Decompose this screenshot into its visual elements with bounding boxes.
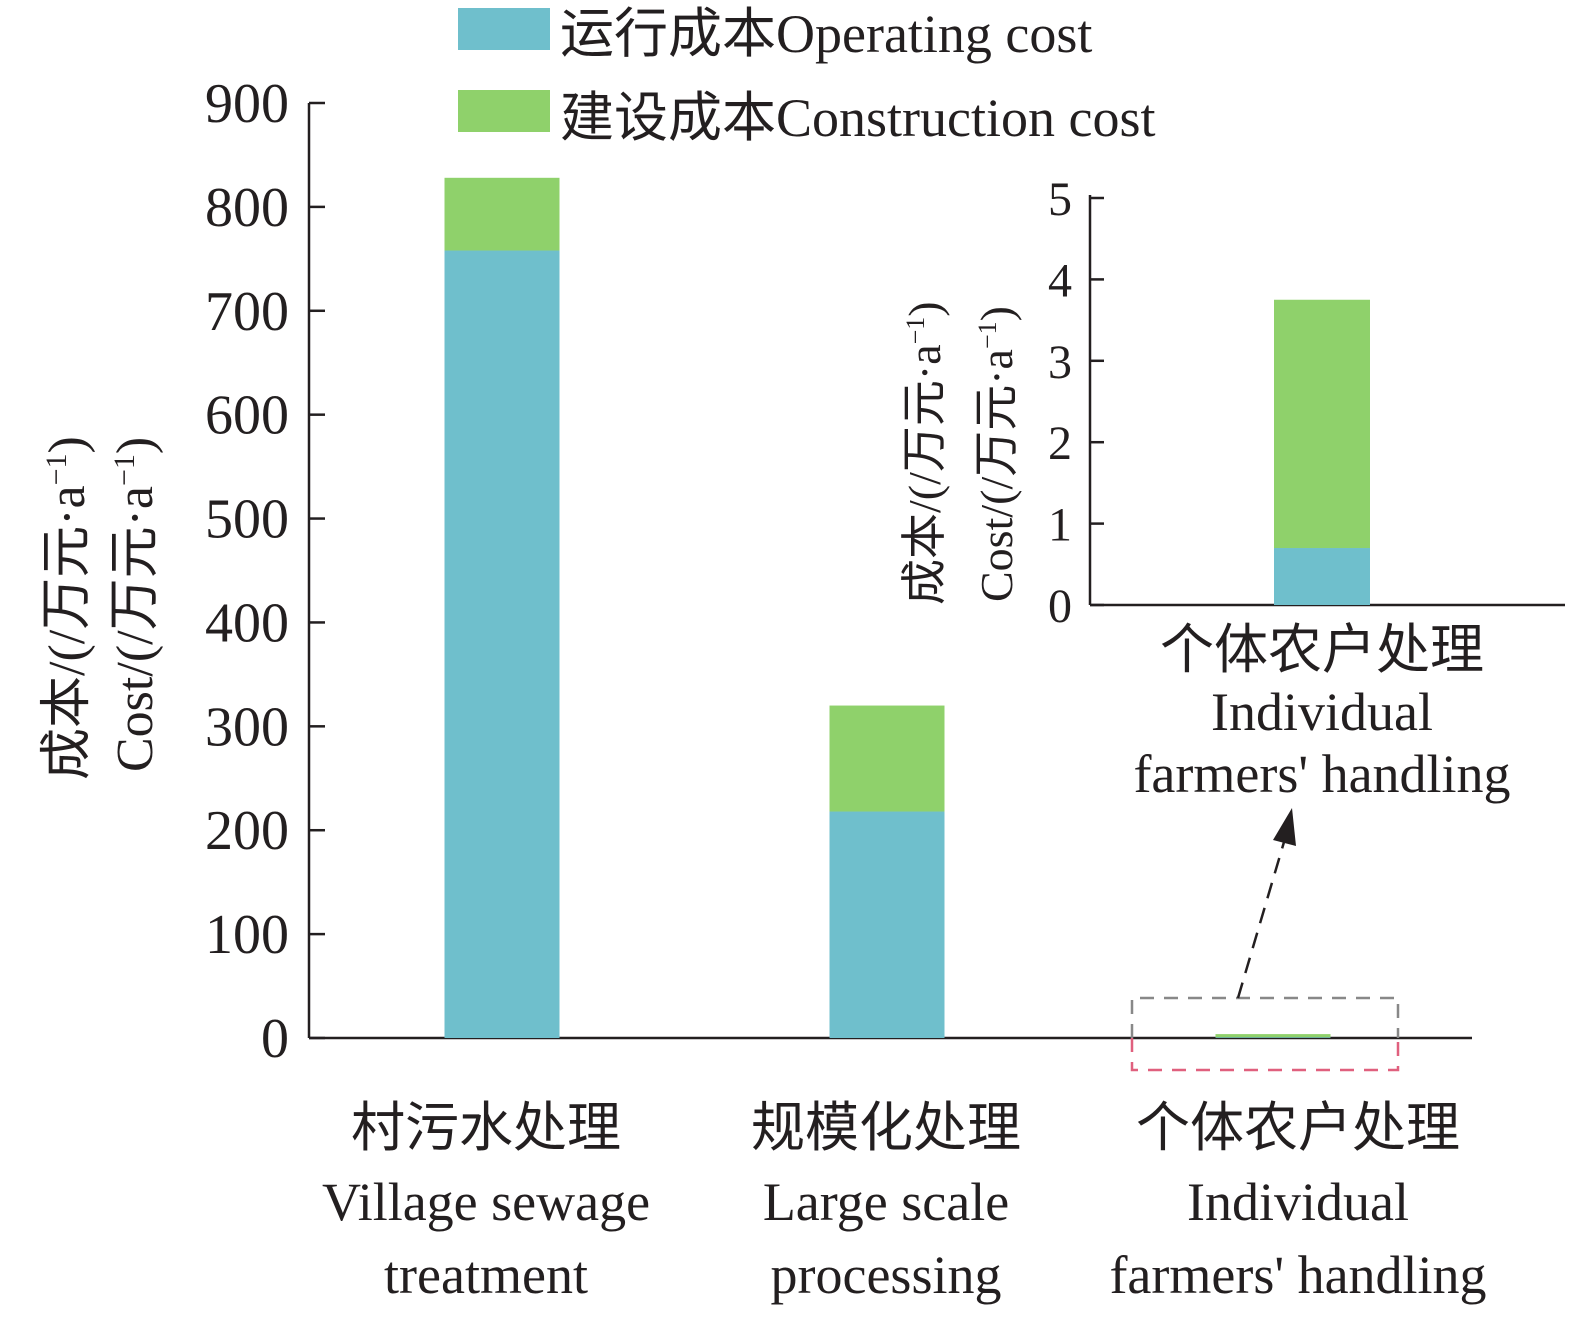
main-bars [444,177,1331,1038]
legend: 运行成本Operating cost 建设成本Construction cost [458,4,1155,148]
y-axis-title: 成本/(/万元·a−1) Cost/(/万元·a−1) [39,436,164,780]
legend-label-construction: 建设成本Construction cost [560,88,1155,148]
zoom-highlight [1130,808,1400,1072]
y-tick-label-800: 800 [205,177,289,239]
category-label-1-en-2: processing [771,1245,1002,1305]
bar-1-series-1 [829,705,945,812]
inset-y-axis-ticks: 0 1 2 3 4 5 [1048,173,1104,633]
inset-bars [1274,299,1370,605]
bar-1-series-0 [829,811,945,1038]
inset-y-axis-title-zh: 成本/(/万元·a−1) [899,301,950,605]
inset-category-label-en-1: Individual [1211,682,1433,742]
inset-y-tick-label-2: 2 [1048,417,1072,470]
zoom-box-upper [1130,996,1400,1038]
y-tick-label-100: 100 [205,904,289,966]
legend-swatch-construction [458,90,550,132]
inset-y-tick-label-5: 5 [1048,173,1072,226]
legend-swatch-operating [458,8,550,50]
inset-bar-0-series-1 [1274,299,1370,549]
inset-category-label-en-2: farmers' handling [1133,744,1510,804]
y-tick-label-600: 600 [205,385,289,447]
inset-y-tick-label-1: 1 [1048,499,1072,552]
y-axis-title-zh: 成本/(/万元·a−1) [39,436,96,780]
y-tick-label-200: 200 [205,800,289,862]
inset-bar-0-series-0 [1274,548,1370,605]
y-axis-title-en: Cost/(/万元·a−1) [107,437,164,772]
y-tick-label-900: 900 [205,73,289,135]
y-tick-label-300: 300 [205,696,289,758]
bar-0-series-1 [444,177,560,251]
inset-y-tick-label-4: 4 [1048,254,1072,307]
category-label-0-en-2: treatment [384,1245,588,1305]
category-label-1-en-1: Large scale [763,1172,1009,1232]
inset-y-axis-title-en: Cost/(/万元·a−1) [971,306,1022,602]
zoom-pointer-line [1236,841,1286,999]
inset-y-tick-label-3: 3 [1048,336,1072,389]
category-label-1-zh: 规模化处理 [751,1098,1021,1158]
inset-category-labels: 个体农户处理 Individual farmers' handling [1133,620,1510,804]
inset-y-axis-title: 成本/(/万元·a−1) Cost/(/万元·a−1) [899,301,1022,605]
y-tick-label-400: 400 [205,592,289,654]
bar-0-series-0 [444,250,560,1038]
x-axis-category-labels: 村污水处理 Village sewage treatment 规模化处理 Lar… [322,1098,1487,1305]
y-tick-label-0: 0 [261,1008,289,1070]
inset-category-label-zh: 个体农户处理 [1160,620,1484,680]
y-tick-label-700: 700 [205,281,289,343]
category-label-2-en-1: Individual [1187,1172,1409,1232]
inset-y-tick-label-0: 0 [1048,580,1072,633]
category-label-2-en-2: farmers' handling [1109,1245,1486,1305]
category-label-0-zh: 村污水处理 [351,1098,621,1158]
zoom-box-lower [1130,1038,1400,1072]
bar-2-series-1 [1215,1034,1331,1038]
category-label-0-en-1: Village sewage [322,1172,650,1232]
bar-2-series-0 [1215,1037,1331,1038]
legend-label-operating: 运行成本Operating cost [560,4,1092,64]
y-tick-label-500: 500 [205,489,289,551]
zoom-pointer-arrowhead [1273,808,1296,846]
y-axis-ticks: 0 100 200 300 400 500 600 700 800 900 [205,73,325,1070]
category-label-2-zh: 个体农户处理 [1136,1098,1460,1158]
